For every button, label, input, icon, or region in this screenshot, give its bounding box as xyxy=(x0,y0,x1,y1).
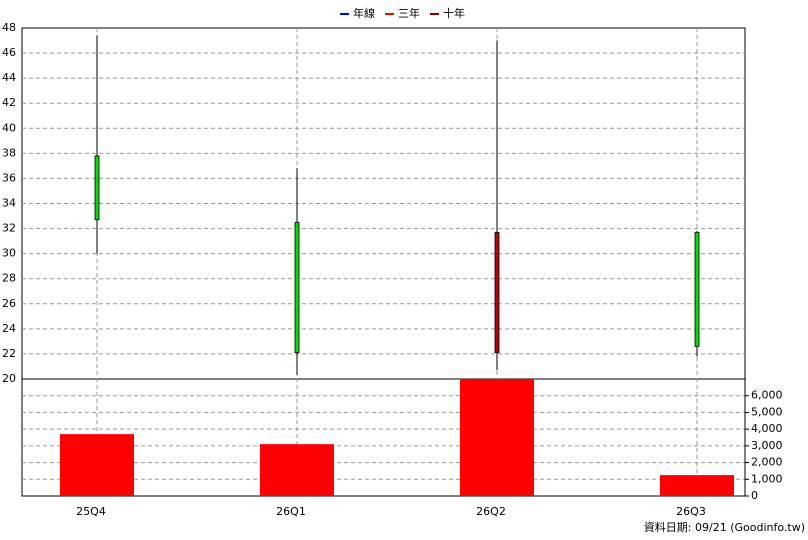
y2-tick-label: 1,000 xyxy=(751,472,783,485)
y-tick-label: 42 xyxy=(2,96,16,109)
y2-tick-label: 6,000 xyxy=(751,389,783,402)
legend-label: 年線 xyxy=(353,6,375,20)
y2-tick-label: 3,000 xyxy=(751,439,783,452)
footer: 資料日期: 09/21 (Goodinfo.tw) xyxy=(644,520,805,534)
y-tick-label: 32 xyxy=(2,222,16,235)
candle-body xyxy=(494,231,500,354)
x-tick-label: 26Q3 xyxy=(676,505,706,518)
y-tick-label: 48 xyxy=(2,21,16,34)
volume-bar xyxy=(660,475,734,496)
y-tick-label: 46 xyxy=(2,46,16,59)
y-tick-label: 44 xyxy=(2,71,16,84)
plot-frame xyxy=(21,27,746,497)
y2-tick-label: 4,000 xyxy=(751,422,783,435)
y-tick-label: 40 xyxy=(2,121,16,134)
legend-label: 十年 xyxy=(443,6,465,20)
y-tick-label: 26 xyxy=(2,297,16,310)
volume-bar xyxy=(260,444,334,496)
volume-bar xyxy=(460,379,534,496)
x-tick-label: 26Q2 xyxy=(476,505,506,518)
candle-body xyxy=(294,221,300,354)
y-tick-label: 28 xyxy=(2,272,16,285)
candle-body xyxy=(694,231,700,347)
y-tick-label: 20 xyxy=(2,372,16,385)
candle-body xyxy=(94,155,100,221)
x-tick-label: 25Q4 xyxy=(76,505,106,518)
y2-tick-label: 5,000 xyxy=(751,405,783,418)
y-tick-label: 34 xyxy=(2,197,16,210)
y-tick-label: 24 xyxy=(2,322,16,335)
legend-label: 三年 xyxy=(398,6,420,20)
y-tick-label: 22 xyxy=(2,347,16,360)
y-tick-label: 38 xyxy=(2,146,16,159)
y-tick-label: 30 xyxy=(2,247,16,260)
x-tick-label: 26Q1 xyxy=(276,505,306,518)
y2-tick-label: 2,000 xyxy=(751,456,783,469)
y2-tick-label: 0 xyxy=(751,489,758,502)
y-tick-label: 36 xyxy=(2,171,16,184)
volume-bar xyxy=(60,434,134,496)
